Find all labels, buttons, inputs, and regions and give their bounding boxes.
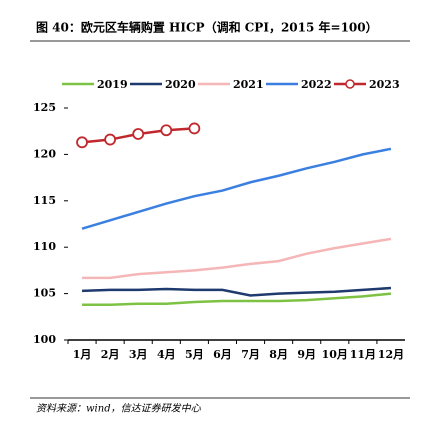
chart-title: 图 40：欧元区车辆购置 HICP（调和 CPI，2015 年=100） [36, 20, 378, 35]
x-tick-label: 1月 [73, 348, 92, 361]
source: 资料来源：wind，信达证券研发中心 [36, 403, 202, 415]
point-marker [132, 128, 145, 140]
series-line [82, 286, 392, 297]
point-marker [160, 124, 173, 137]
y-tick-label: 110 [33, 240, 56, 253]
series-line [81, 147, 392, 230]
series-line [82, 292, 392, 306]
y-tick-label: 120 [33, 147, 56, 160]
legend-label: 2023 [369, 78, 400, 91]
x-tick-label: 12月 [378, 348, 404, 361]
legend-label: 2021 [233, 78, 264, 91]
point-marker [188, 122, 201, 135]
y-tick-label: 115 [33, 194, 56, 207]
point-marker [76, 136, 88, 149]
series-line [82, 237, 392, 280]
x-tick-label: 4月 [157, 348, 176, 361]
y-tick-label: 125 [33, 101, 56, 114]
point-marker [104, 133, 117, 146]
x-tick-label: 3月 [129, 348, 148, 361]
x-tick-label: 7月 [241, 348, 260, 361]
x-tick-label: 10月 [322, 348, 348, 361]
legend-label: 2020 [165, 78, 196, 91]
y-tick-label: 105 [33, 287, 56, 300]
legend-label: 2019 [97, 78, 128, 91]
y-tick-label: 100 [33, 333, 56, 346]
x-tick-label: 2月 [101, 348, 120, 361]
legend-label: 2022 [301, 78, 332, 91]
x-tick-label: 11月 [350, 348, 376, 361]
x-tick-label: 8月 [269, 348, 288, 361]
x-tick-label: 9月 [297, 348, 316, 361]
x-tick-label: 6月 [213, 348, 232, 361]
legend-marker [345, 79, 355, 89]
x-tick-label: 5月 [185, 348, 204, 361]
